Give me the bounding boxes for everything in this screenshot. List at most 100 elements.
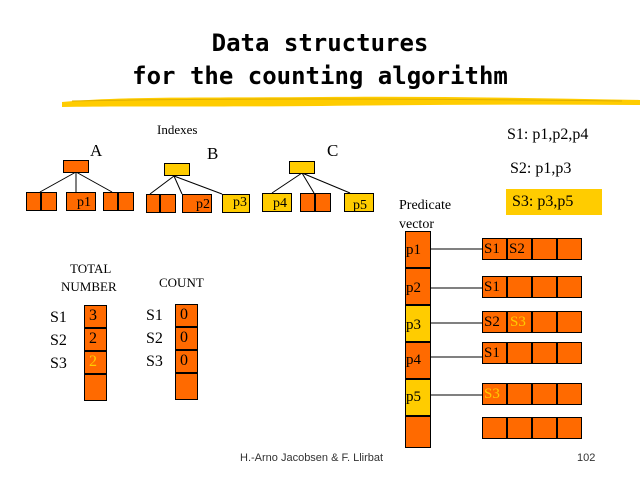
tree-b-leaf-p2 bbox=[182, 194, 212, 213]
count-value: 0 bbox=[180, 306, 188, 323]
tree-b-root-node bbox=[164, 163, 190, 176]
tree-b-leaf-p3 bbox=[222, 194, 250, 213]
count-cell bbox=[175, 327, 198, 350]
total-cell bbox=[84, 351, 107, 374]
list-cell bbox=[557, 383, 582, 405]
total-cell bbox=[84, 305, 107, 328]
total-row-name: S3 bbox=[50, 355, 67, 372]
page-number: 102 bbox=[577, 452, 596, 464]
predicate-cell-p4 bbox=[405, 342, 431, 379]
list-entry: S1 bbox=[484, 241, 500, 257]
tree-a-leaf-p1 bbox=[66, 192, 96, 211]
tree-a-leaf bbox=[41, 192, 57, 211]
total-number-label-line-1: TOTAL bbox=[70, 261, 112, 276]
tree-b-leaf bbox=[160, 194, 176, 213]
total-value-highlighted: 2 bbox=[89, 353, 97, 370]
tree-c-name: C bbox=[327, 141, 339, 160]
predicate-cell-p1 bbox=[405, 231, 431, 268]
list-cell bbox=[532, 276, 557, 298]
list-cell bbox=[507, 383, 532, 405]
list-entry: S1 bbox=[484, 345, 500, 361]
count-row-name: S3 bbox=[146, 353, 163, 370]
footer-author: H.-Arno Jacobsen & F. Llirbat bbox=[240, 452, 384, 464]
list-cell bbox=[507, 342, 532, 364]
tree-c-leaf-p4 bbox=[262, 193, 292, 212]
list-cell bbox=[507, 311, 532, 333]
predicate-label: p4 bbox=[406, 352, 421, 368]
total-row-name: S2 bbox=[50, 332, 67, 349]
list-cell bbox=[482, 342, 507, 364]
count-cell bbox=[175, 350, 198, 373]
count-row-name: S1 bbox=[146, 307, 163, 324]
tree-b-leaf bbox=[146, 194, 160, 213]
list-cell bbox=[532, 342, 557, 364]
tree-a-leaf bbox=[118, 192, 134, 211]
predicate-label: p5 bbox=[406, 389, 421, 405]
tree-a-leaf bbox=[103, 192, 118, 211]
list-cell bbox=[482, 238, 507, 260]
count-row-name: S2 bbox=[146, 330, 163, 347]
predicate-label: p1 bbox=[406, 242, 421, 258]
list-entry: S1 bbox=[484, 279, 500, 295]
list-cell bbox=[507, 276, 532, 298]
tree-b-leaf-label-1: p2 bbox=[196, 197, 210, 212]
subscription-s3: S3: p3,p5 bbox=[512, 193, 574, 210]
tree-a-root-node bbox=[63, 160, 89, 173]
list-cell bbox=[557, 342, 582, 364]
count-cell-empty bbox=[175, 373, 198, 400]
list-cell bbox=[482, 276, 507, 298]
subscription-s3-highlight bbox=[506, 189, 602, 215]
tree-c-root-node bbox=[289, 161, 315, 174]
slide-title-line-1: Data structures bbox=[211, 29, 429, 57]
total-row-name: S1 bbox=[50, 309, 67, 326]
tree-c-leaf bbox=[300, 193, 315, 212]
tree-a-leaf-label: p1 bbox=[77, 195, 91, 210]
list-cell bbox=[532, 311, 557, 333]
list-entry: S2 bbox=[509, 241, 525, 257]
tree-c-leaf bbox=[315, 193, 331, 212]
total-value: 3 bbox=[89, 307, 97, 324]
count-cell bbox=[175, 304, 198, 327]
count-value: 0 bbox=[180, 352, 188, 369]
predicate-vector-label: Predicate vector bbox=[399, 198, 452, 232]
list-cell bbox=[557, 276, 582, 298]
list-entry-highlighted: S3 bbox=[510, 314, 526, 330]
subscription-s1: S1: p1,p2,p4 bbox=[507, 126, 589, 143]
tree-c-leaf-label-1: p4 bbox=[273, 196, 287, 211]
predicate-cell-p5 bbox=[405, 379, 431, 416]
list-cell bbox=[482, 383, 507, 405]
total-number-label-line-2: NUMBER bbox=[61, 279, 117, 294]
predicate-label: p3 bbox=[406, 317, 421, 333]
total-cell-empty bbox=[84, 374, 107, 401]
total-cell bbox=[84, 328, 107, 351]
slide-title-line-2: for the counting algorithm bbox=[132, 62, 508, 90]
list-cell bbox=[507, 238, 532, 260]
predicate-cell-empty bbox=[405, 416, 431, 448]
predicate-cell-p3 bbox=[405, 305, 431, 342]
count-value: 0 bbox=[180, 329, 188, 346]
count-label: COUNT bbox=[159, 275, 204, 290]
list-cell bbox=[532, 238, 557, 260]
list-entry-highlighted: S3 bbox=[484, 386, 500, 402]
predicate-cell-p2 bbox=[405, 268, 431, 305]
total-value: 2 bbox=[89, 330, 97, 347]
list-cell bbox=[507, 417, 532, 439]
list-cell bbox=[532, 383, 557, 405]
tree-a-leaf bbox=[26, 192, 41, 211]
list-cell bbox=[532, 417, 557, 439]
subscription-s2: S2: p1,p3 bbox=[510, 160, 572, 177]
list-cell bbox=[557, 238, 582, 260]
tree-b-leaf-label-2: p3 bbox=[233, 195, 247, 210]
list-entry: S2 bbox=[484, 314, 500, 330]
indexes-label: Indexes bbox=[157, 122, 198, 137]
list-cell bbox=[557, 311, 582, 333]
predicate-label: p2 bbox=[406, 280, 421, 296]
list-cell bbox=[482, 311, 507, 333]
tree-b-name: B bbox=[207, 144, 219, 163]
list-cell bbox=[482, 417, 507, 439]
title-underline-stroke bbox=[62, 96, 640, 107]
list-cell bbox=[557, 417, 582, 439]
tree-c-leaf-label-2: p5 bbox=[353, 198, 367, 213]
tree-a-name: A bbox=[90, 141, 103, 160]
